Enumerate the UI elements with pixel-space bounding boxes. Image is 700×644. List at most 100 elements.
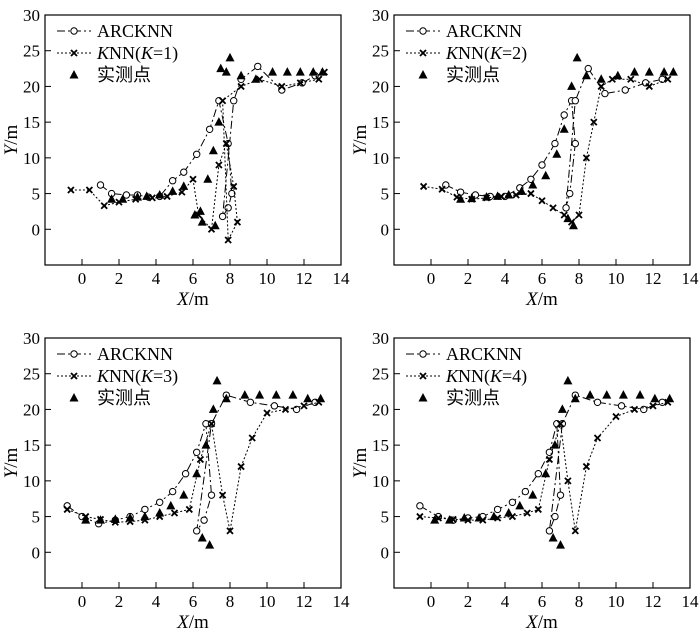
data-point [107,194,117,203]
data-point [282,67,292,76]
data-point [508,498,517,506]
legend-marker [70,350,78,358]
data-point [193,448,201,456]
data-point [556,420,565,428]
data-point [255,390,265,399]
data-point [665,393,675,403]
legend-marker [419,27,427,35]
data-point [246,398,255,406]
data-point [534,505,542,514]
legend-label: 实测点 [97,65,151,85]
data-point [230,182,238,191]
data-point [281,405,290,414]
data-point [214,117,224,126]
legend-label: ARCKNN [97,21,173,41]
y-tick-label: 0 [381,543,390,562]
y-axis-label: Y/m [350,124,371,155]
legend-marker [418,393,428,402]
data-point [278,82,286,91]
x-tick-label: 12 [645,269,662,288]
x-tick-label: 14 [333,269,351,288]
y-tick-label: 5 [381,508,390,527]
y-tick-label: 30 [372,6,389,25]
data-point [649,402,657,410]
data-point [203,174,213,183]
legend-label: KNN(K=2) [445,43,527,64]
x-tick-label: 8 [226,269,235,288]
x-tick-label: 0 [427,269,436,288]
data-point [541,170,551,180]
data-point [193,527,201,535]
data-point [568,220,578,230]
x-tick-label: 8 [575,592,584,611]
legend-label: ARCKNN [97,344,173,364]
data-point [110,514,120,523]
data-point [268,67,278,76]
series-2 [416,398,672,535]
data-point [617,402,626,410]
data-point [197,217,207,226]
data-point [207,420,216,428]
data-point [288,390,298,399]
y-axis-label: Y/m [1,124,22,155]
data-point [178,188,186,196]
x-tick-label: 2 [115,592,124,611]
data-point [196,455,205,464]
data-point [218,97,227,105]
data-point [538,197,546,205]
data-point [552,149,562,158]
x-tick-label: 8 [226,592,235,611]
series-3 [81,375,326,549]
data-point [315,75,323,83]
x-tick-label: 0 [78,269,87,288]
data-point [627,75,635,83]
data-point [584,64,592,73]
data-point [190,210,200,219]
x-tick-label: 10 [259,592,276,611]
legend-label: 实测点 [446,388,500,408]
data-point [612,412,620,421]
data-point [67,186,75,194]
data-point [545,448,554,456]
y-tick-label: 15 [372,436,389,455]
data-point [650,393,660,403]
data-point [210,220,220,230]
x-tick-label: 4 [501,592,510,611]
data-point [216,63,226,73]
data-point [572,52,582,62]
x-tick-label: 10 [608,592,625,611]
data-point [575,211,583,219]
x-tick-label: 0 [78,592,87,611]
data-point [556,491,565,499]
data-point [296,79,304,87]
data-point [195,206,205,215]
data-point [430,515,440,524]
y-tick-label: 25 [372,365,389,384]
data-point [142,191,152,200]
legend-label: ARCKNN [446,344,522,364]
data-point [630,67,639,76]
data-point [563,375,573,385]
data-point [467,193,477,203]
data-point [192,468,202,478]
legend-marker [70,27,78,35]
data-point [118,194,128,203]
y-tick-label: 10 [372,472,389,491]
data-point [527,189,535,198]
data-point [557,404,567,413]
data-point [237,462,245,471]
data-point [602,390,612,399]
chart-panel-2: 0 2 4 6 8 10 12 14 0 5 10 15 20 25 30 X/m Y/m ARCKNNKNN(K… [350,6,699,310]
data-point [179,181,189,190]
data-point [318,67,327,76]
legend-label: ARCKNN [446,21,522,41]
legend-label: KNN(K=3) [96,366,178,387]
legend-marker [69,70,79,79]
data-point [593,434,602,442]
data-point [571,139,579,148]
data-point [658,75,666,83]
data-point [601,89,609,98]
x-tick-label: 2 [464,592,473,611]
